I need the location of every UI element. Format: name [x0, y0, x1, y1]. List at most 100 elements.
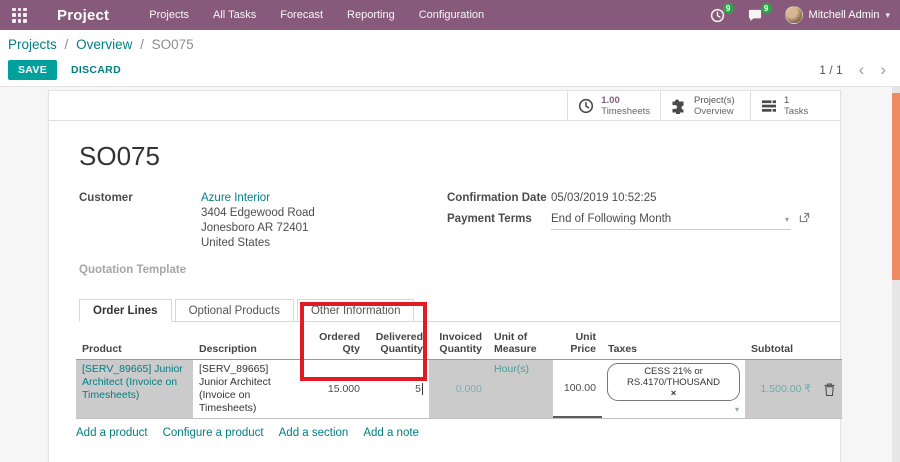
pager-prev-button[interactable]: ‹ [858, 60, 865, 79]
puzzle-icon [672, 99, 684, 114]
main-menu: Projects All Tasks Forecast Reporting Co… [149, 9, 484, 21]
tax-tag-label: CESS 21% or RS.4170/THOUSAND [627, 366, 720, 388]
add-note-link[interactable]: Add a note [363, 427, 419, 439]
timesheets-value: 1.00 [601, 94, 620, 106]
col-header-subtotal[interactable]: Subtotal [751, 343, 793, 355]
tax-tag[interactable]: CESS 21% or RS.4170/THOUSAND × [607, 363, 740, 401]
customer-label: Customer [79, 192, 133, 204]
timesheets-stat-button[interactable]: 1.00 Timesheets [567, 91, 660, 120]
app-title[interactable]: Project [57, 6, 110, 24]
menu-configuration[interactable]: Configuration [418, 9, 485, 21]
clock-icon [579, 98, 594, 113]
customer-link[interactable]: Azure Interior [201, 192, 271, 204]
table-header-row: Product Description Ordered Qty Delivered… [76, 322, 842, 360]
menu-forecast[interactable]: Forecast [280, 9, 324, 21]
ordered-qty-input[interactable]: 15.000 [304, 360, 366, 418]
payment-terms-value: End of Following Month [551, 213, 672, 225]
breadcrumb: Projects / Overview / SO075 [8, 37, 892, 52]
dropdown-caret-icon: ▾ [784, 215, 789, 224]
menu-reporting[interactable]: Reporting [347, 9, 395, 21]
col-header-unit-price[interactable]: Unit Price [570, 331, 596, 355]
col-header-ordered-qty[interactable]: Ordered Qty [319, 331, 360, 355]
menu-all-tasks[interactable]: All Tasks [213, 9, 257, 21]
activity-clock-icon[interactable]: 9 [710, 2, 734, 23]
control-panel: Projects / Overview / SO075 SAVE DISCARD… [0, 30, 900, 87]
save-button[interactable]: SAVE [8, 60, 58, 80]
user-name: Mitchell Admin [808, 9, 880, 21]
tasks-value: 1 [784, 94, 790, 106]
order-title: SO075 [79, 141, 160, 171]
tasks-stat-button[interactable]: 1 Tasks [750, 91, 840, 120]
delivered-qty-input[interactable]: 5 [366, 360, 429, 418]
tax-remove-icon[interactable]: × [670, 388, 677, 399]
uom-cell[interactable]: Hour(s) [494, 363, 530, 375]
col-header-delivered-qty[interactable]: Delivered Quantity [375, 331, 423, 355]
user-menu-caret-icon: ▾ [885, 9, 890, 20]
activity-count-badge: 9 [722, 2, 734, 14]
add-section-link[interactable]: Add a section [278, 427, 349, 439]
col-header-taxes[interactable]: Taxes [608, 343, 637, 355]
subtotal-cell: 1,500.00 ₹ [760, 382, 811, 395]
invoiced-qty-cell: 0.000 [455, 382, 482, 395]
vertical-scrollbar[interactable] [892, 87, 900, 462]
order-info: Customer Azure Interior 3404 Edgewood Ro… [79, 191, 840, 276]
customer-address-line: 3404 Edgewood Road [201, 207, 315, 219]
payment-terms-label: Payment Terms [447, 213, 532, 225]
quotation-template-label: Quotation Template [79, 264, 187, 276]
form-view: 1.00 Timesheets Project(s) Overview 1 [0, 87, 900, 462]
payment-terms-select[interactable]: End of Following Month ▾ [551, 212, 791, 230]
pager: 1 / 1 ‹ › [819, 60, 886, 79]
col-header-uom[interactable]: Unit of Measure [494, 331, 537, 355]
text-cursor [422, 383, 423, 395]
discard-button[interactable]: DISCARD [71, 64, 121, 76]
user-menu[interactable]: Mitchell Admin ▾ [784, 6, 890, 24]
timesheets-label: Timesheets [601, 105, 650, 117]
project-overview-stat-button[interactable]: Project(s) Overview [660, 91, 750, 120]
tasks-label: Tasks [784, 105, 809, 117]
delete-line-button[interactable] [817, 360, 842, 418]
product-cell[interactable]: [SERV_89665] Junior Architect (Invoice o… [82, 363, 183, 401]
tasks-list-icon [762, 99, 776, 112]
trash-icon [824, 382, 835, 396]
customer-address-line: Jonesboro AR 72401 [201, 222, 309, 234]
apps-grid-icon[interactable] [12, 7, 27, 23]
col-header-product[interactable]: Product [82, 343, 122, 355]
overview-value: Project(s) [694, 94, 735, 106]
form-sheet: 1.00 Timesheets Project(s) Overview 1 [48, 90, 842, 462]
breadcrumb-current: SO075 [151, 37, 194, 52]
user-avatar [784, 6, 803, 24]
tab-optional-products[interactable]: Optional Products [174, 299, 294, 322]
customer-address-line: United States [201, 237, 271, 249]
order-line-row[interactable]: [SERV_89665] Junior Architect (Invoice o… [76, 360, 842, 419]
messages-icon[interactable]: 9 [747, 2, 772, 23]
taxes-cell[interactable]: CESS 21% or RS.4170/THOUSAND × ▾ [602, 360, 745, 418]
scrollbar-thumb[interactable] [892, 93, 900, 280]
tab-other-information[interactable]: Other Information [296, 299, 415, 322]
col-header-invoiced-qty[interactable]: Invoiced Quantity [439, 331, 482, 355]
pager-next-button[interactable]: › [880, 60, 886, 79]
notebook-tabs: Order Lines Optional Products Other Info… [79, 299, 840, 322]
tax-dropdown-caret-icon[interactable]: ▾ [734, 405, 739, 414]
stat-button-row: 1.00 Timesheets Project(s) Overview 1 [49, 91, 840, 121]
breadcrumb-overview[interactable]: Overview [76, 37, 133, 52]
breadcrumb-projects[interactable]: Projects [8, 37, 57, 52]
col-header-description[interactable]: Description [199, 343, 257, 355]
col-header-actions [817, 352, 842, 359]
breadcrumb-separator: / [140, 37, 144, 52]
overview-label: Overview [694, 105, 734, 117]
tab-order-lines[interactable]: Order Lines [79, 299, 172, 322]
menu-projects[interactable]: Projects [149, 9, 190, 21]
table-footer-links: Add a product Configure a product Add a … [76, 427, 842, 439]
top-navbar: Project Projects All Tasks Forecast Repo… [0, 0, 900, 30]
confirmation-date-label: Confirmation Date [447, 192, 547, 204]
pager-value: 1 / 1 [819, 63, 843, 77]
confirmation-date-value: 05/03/2019 10:52:25 [551, 192, 657, 204]
description-cell[interactable]: [SERV_89665] Junior Architect (Invoice o… [193, 360, 304, 418]
breadcrumb-separator: / [64, 37, 69, 52]
add-product-link[interactable]: Add a product [76, 427, 148, 439]
external-link-icon[interactable] [799, 212, 810, 230]
unit-price-input[interactable]: 100.00 [553, 360, 602, 418]
order-lines-table: Product Description Ordered Qty Delivered… [76, 322, 842, 439]
configure-product-link[interactable]: Configure a product [162, 427, 264, 439]
